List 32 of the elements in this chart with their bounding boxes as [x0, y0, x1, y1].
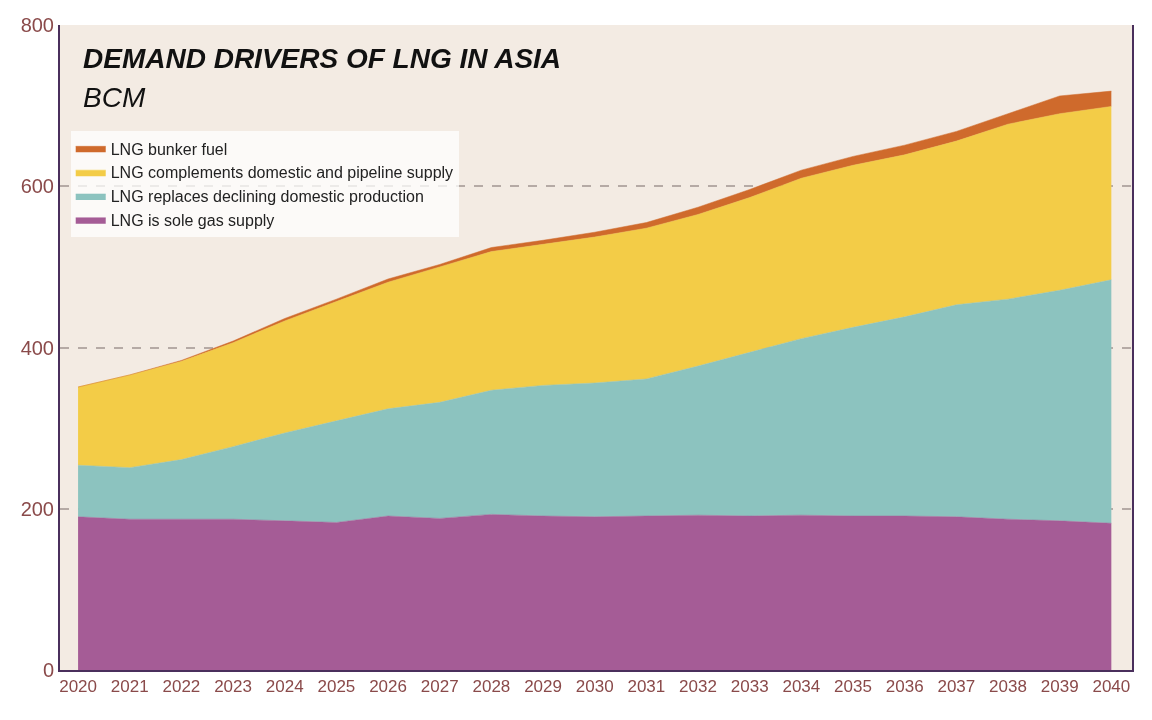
x-tick-label: 2023: [214, 677, 252, 697]
y-tick-label: 800: [20, 14, 54, 36]
x-tick-label: 2026: [369, 677, 407, 697]
x-tick-label: 2034: [782, 677, 821, 697]
x-tick-label: 2037: [937, 677, 976, 697]
legend-label: LNG replaces declining domestic production: [110, 188, 424, 206]
x-tick-label: 2035: [834, 677, 872, 697]
x-tick-label: 2025: [317, 677, 356, 697]
y-tick-label: 400: [20, 336, 54, 359]
x-tick-label: 2036: [885, 677, 924, 697]
x-tick-label: 2021: [110, 677, 149, 697]
x-tick-label: 2027: [420, 677, 459, 697]
legend-label: LNG complements domestic and pipeline supply: [110, 164, 454, 182]
y-tick-label: 200: [20, 497, 54, 520]
x-tick-label: 2024: [265, 677, 304, 697]
x-tick-label: 2039: [1040, 677, 1079, 697]
x-tick-label: 2030: [575, 677, 614, 697]
x-tick-label: 2033: [730, 677, 769, 697]
legend-label: LNG bunker fuel: [110, 140, 228, 158]
x-tick-label: 2040: [1092, 677, 1131, 697]
x-tick-label: 2038: [989, 677, 1027, 697]
text: BCM: [83, 82, 146, 113]
x-tick-label: 2022: [162, 677, 201, 697]
legend-label: LNG is sole gas supply: [110, 211, 275, 229]
y-tick-label: 0: [42, 659, 54, 681]
x-tick-label: 2029: [524, 677, 562, 697]
x-tick-label: 2020: [59, 677, 97, 697]
x-tick-label: 2031: [627, 677, 666, 697]
x-tick-label: 2028: [472, 677, 511, 697]
text: DEMAND DRIVERS OF LNG IN ASIA: [83, 43, 562, 74]
x-tick-label: 2032: [679, 677, 717, 697]
y-tick-label: 600: [20, 175, 54, 198]
